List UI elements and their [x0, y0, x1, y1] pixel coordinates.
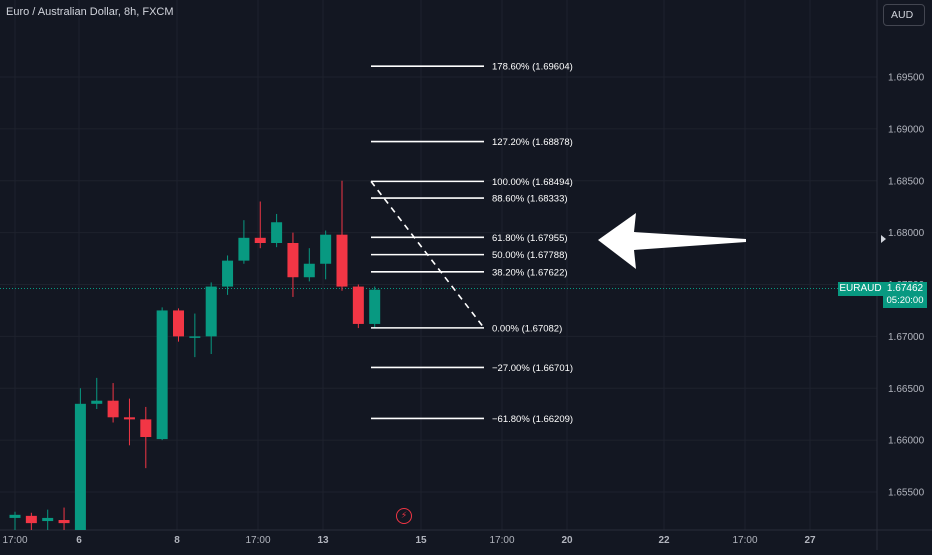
candle-body[interactable] [140, 419, 152, 438]
candle-body[interactable] [287, 243, 299, 278]
fib-level-label: 61.80% (1.67955) [492, 233, 568, 244]
lightning-icon[interactable]: ⚡ [396, 508, 412, 524]
candle-body[interactable] [336, 234, 348, 287]
y-axis-tick-label: 1.69000 [888, 124, 925, 135]
fib-level-label: 38.20% (1.67622) [492, 267, 568, 278]
symbol-badge: EURAUD [838, 282, 883, 296]
candle-body[interactable] [205, 286, 217, 337]
bar-countdown: 05:20:00 [886, 295, 924, 306]
candle-body[interactable] [254, 237, 266, 243]
candle-body[interactable] [156, 310, 168, 440]
candle-body[interactable] [42, 517, 54, 522]
x-axis-tick-label: 27 [804, 535, 816, 546]
chart-title: Euro / Australian Dollar, 8h, FXCM [6, 6, 174, 18]
x-axis-tick-label: 22 [658, 535, 670, 546]
y-axis-tick-label: 1.68000 [888, 228, 925, 239]
x-axis-tick-label: 17:00 [2, 535, 27, 546]
candle-body[interactable] [189, 336, 201, 338]
price-axis-marker-icon [881, 235, 886, 243]
candle-body[interactable] [271, 222, 283, 243]
candle-body[interactable] [74, 403, 86, 530]
y-axis-tick-label: 1.65500 [888, 488, 925, 499]
candle-body[interactable] [352, 286, 364, 324]
x-axis-tick-label: 13 [317, 535, 329, 546]
x-axis-tick-label: 8 [174, 535, 180, 546]
candle-body[interactable] [303, 263, 315, 278]
x-axis-tick-label: 6 [76, 535, 82, 546]
fib-level-label: 127.20% (1.68878) [492, 137, 573, 148]
candle-body[interactable] [238, 237, 250, 261]
x-axis-tick-label: 15 [415, 535, 427, 546]
x-axis-tick-label: 17:00 [732, 535, 757, 546]
y-axis-tick-label: 1.69500 [888, 73, 925, 84]
y-axis-tick-label: 1.66500 [888, 384, 925, 395]
candle-body[interactable] [320, 234, 332, 264]
x-axis-tick-label: 17:00 [489, 535, 514, 546]
fib-level-label: 100.00% (1.68494) [492, 177, 573, 188]
candle-body[interactable] [9, 514, 21, 518]
y-axis-tick-label: 1.68500 [888, 176, 925, 187]
currency-button[interactable]: AUD [883, 4, 925, 26]
fib-level-label: 88.60% (1.68333) [492, 194, 568, 205]
last-price-label: 1.67462 05:20:00 [883, 282, 927, 308]
y-axis-tick-label: 1.66000 [888, 436, 925, 447]
arrow-left-drawing[interactable] [598, 213, 746, 269]
x-axis-tick-label: 17:00 [245, 535, 270, 546]
x-axis-tick-label: 20 [561, 535, 573, 546]
fib-level-label: 0.00% (1.67082) [492, 323, 562, 334]
y-axis-tick-label: 1.67000 [888, 332, 925, 343]
fib-level-label: 178.60% (1.69604) [492, 62, 573, 73]
candle-body[interactable] [25, 515, 37, 524]
fib-level-label: −27.00% (1.66701) [492, 363, 573, 374]
last-price-value: 1.67462 [886, 283, 924, 294]
fib-trend-line[interactable] [370, 180, 485, 329]
candle-body[interactable] [58, 520, 70, 524]
candle-body[interactable] [107, 400, 119, 418]
candle-body[interactable] [369, 289, 381, 324]
candle-body[interactable] [91, 400, 103, 404]
fib-level-label: 50.00% (1.67788) [492, 250, 568, 261]
candle-body[interactable] [123, 417, 135, 420]
candle-body[interactable] [173, 310, 184, 337]
fib-level-label: −61.80% (1.66209) [492, 414, 573, 425]
candle-body[interactable] [222, 260, 234, 287]
